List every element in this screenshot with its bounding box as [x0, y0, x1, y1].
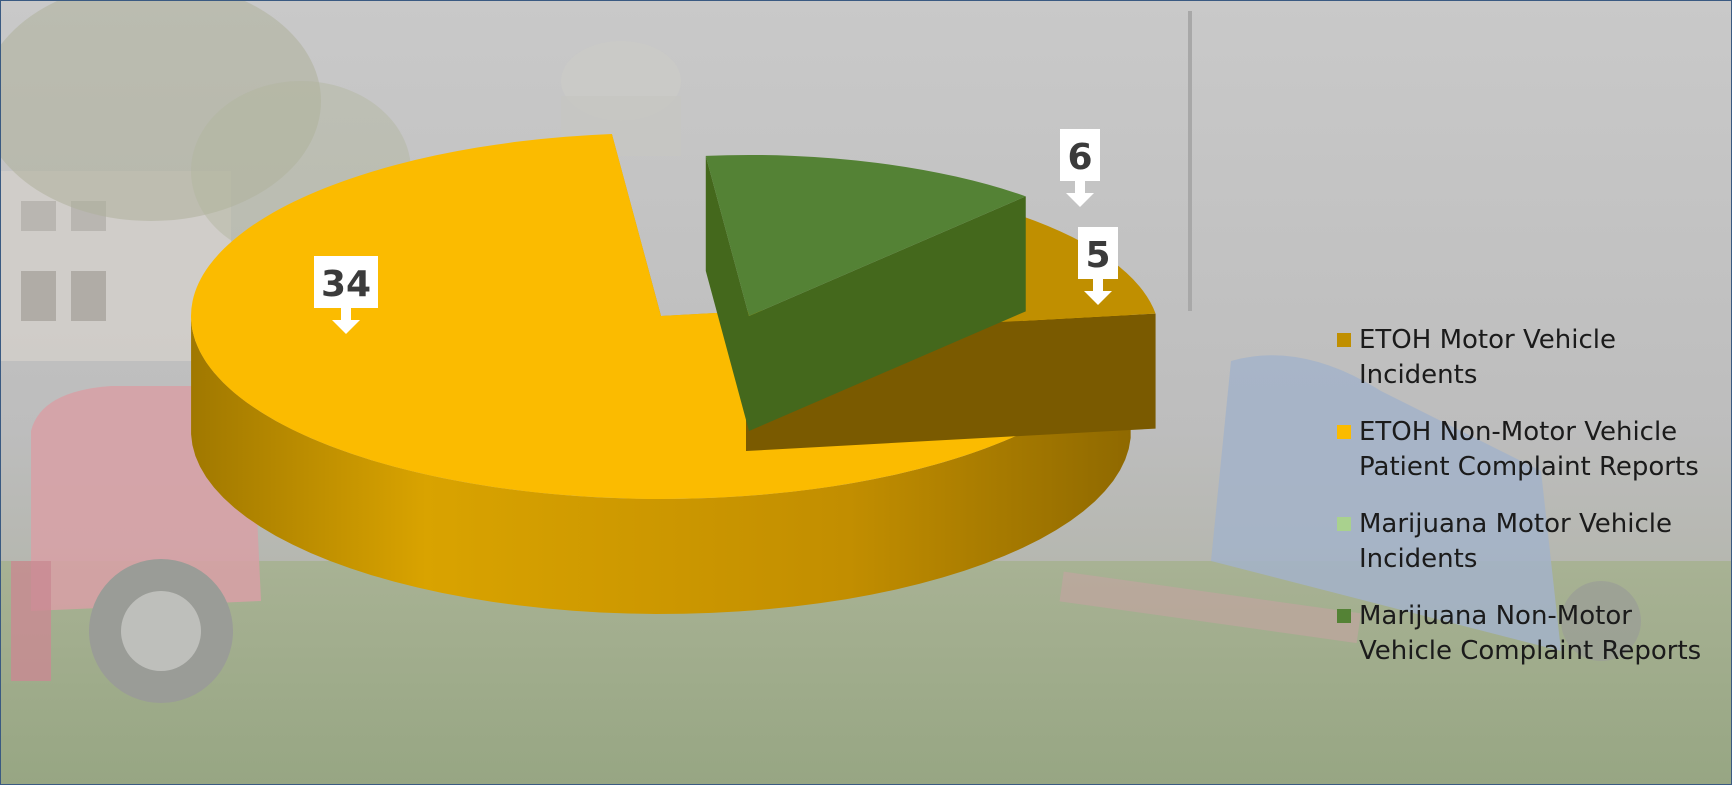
legend-item: ETOH Motor Vehicle Incidents	[1337, 323, 1717, 393]
legend-label: ETOH Motor Vehicle Incidents	[1359, 325, 1616, 390]
legend-item: ETOH Non-Motor Vehicle Patient Complaint…	[1337, 415, 1717, 485]
data-label: 34	[321, 264, 371, 305]
data-label-callout: 6	[1060, 129, 1100, 207]
legend-item: Marijuana Motor Vehicle Incidents	[1337, 507, 1717, 577]
data-label: 5	[1085, 235, 1110, 276]
pie-slice-side	[191, 319, 1131, 614]
pie-slice-wall	[705, 155, 749, 431]
legend-swatch	[1337, 425, 1351, 439]
legend-label: ETOH Non-Motor Vehicle Patient Complaint…	[1359, 417, 1699, 482]
chart-legend: ETOH Motor Vehicle Incidents ETOH Non-Mo…	[1337, 323, 1717, 691]
pie-slice-wall	[749, 196, 1026, 431]
legend-label: Marijuana Motor Vehicle Incidents	[1359, 509, 1672, 574]
data-label: 6	[1067, 137, 1092, 178]
legend-swatch	[1337, 333, 1351, 347]
legend-swatch	[1337, 517, 1351, 531]
legend-item: Marijuana Non-Motor Vehicle Complaint Re…	[1337, 599, 1717, 669]
pie-slice-top	[705, 154, 1026, 316]
data-label-callout: 34	[314, 256, 378, 334]
legend-label: Marijuana Non-Motor Vehicle Complaint Re…	[1359, 601, 1702, 666]
data-label-callout: 5	[1078, 227, 1118, 305]
legend-swatch	[1337, 609, 1351, 623]
pie-slice	[705, 154, 1026, 431]
